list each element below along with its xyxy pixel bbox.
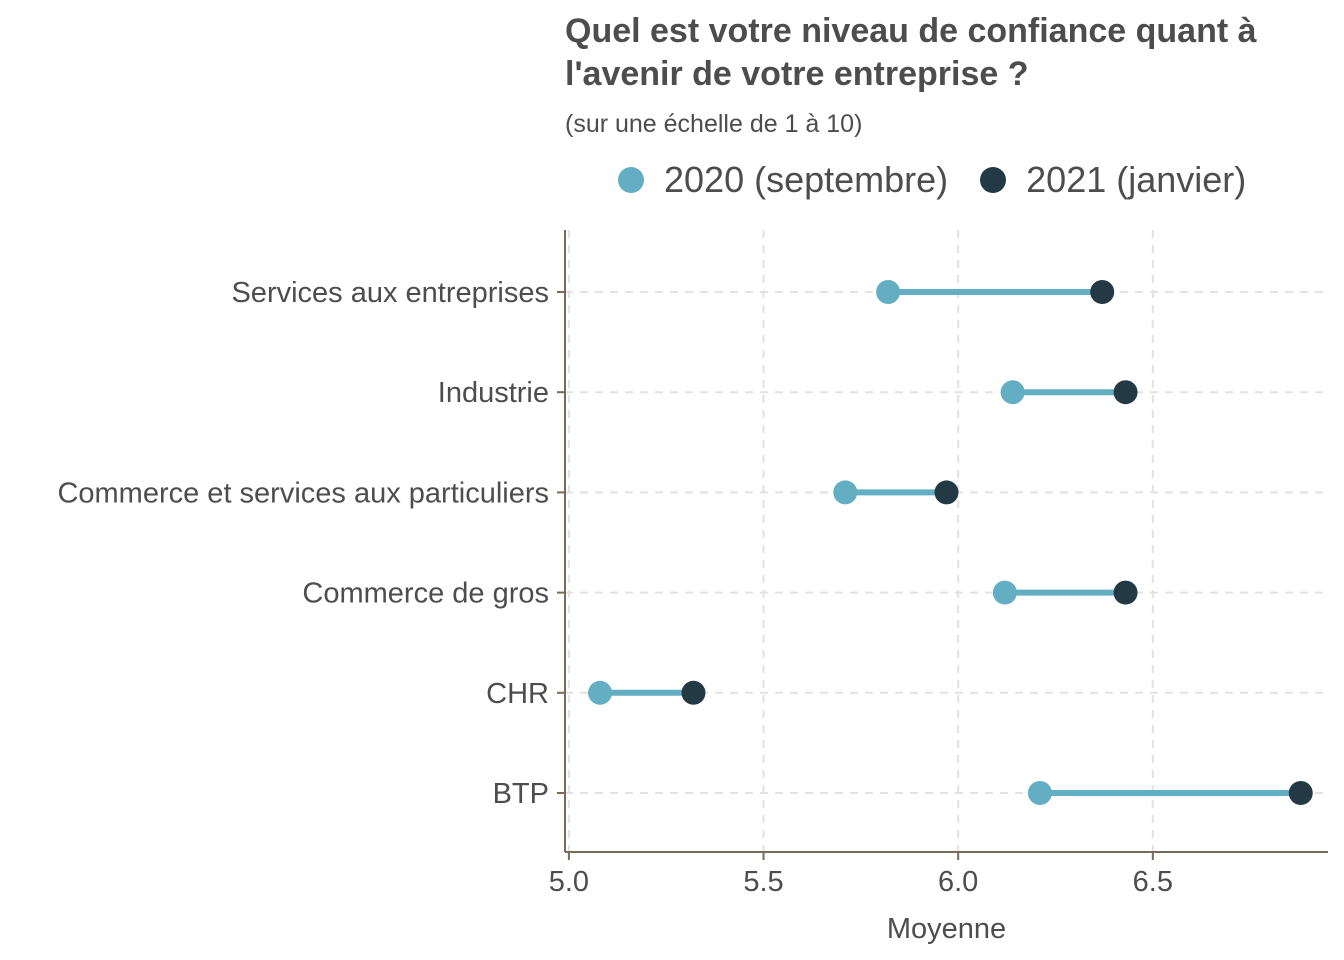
legend-item-2021: 2021 (janvier) bbox=[974, 159, 1246, 201]
x-tick-label: 6.5 bbox=[1133, 866, 1173, 898]
point-2021 bbox=[681, 680, 706, 705]
x-tick-label: 6.0 bbox=[938, 866, 978, 898]
point-2021 bbox=[1288, 781, 1313, 805]
y-tick-label: Commerce et services aux particuliers bbox=[57, 477, 549, 509]
point-2021 bbox=[934, 480, 959, 505]
y-tick-label: Services aux entreprises bbox=[231, 277, 549, 309]
x-tick-label: 5.0 bbox=[549, 866, 589, 898]
point-2021 bbox=[1113, 380, 1138, 405]
point-2020 bbox=[833, 480, 858, 505]
y-tick-label: Commerce de gros bbox=[302, 578, 549, 610]
y-tick-label: BTP bbox=[493, 778, 549, 810]
legend-label-2020: 2020 (septembre) bbox=[664, 159, 949, 200]
point-2020 bbox=[876, 280, 901, 304]
y-tick-label: Industrie bbox=[438, 377, 549, 409]
y-tick-label: CHR bbox=[486, 678, 549, 710]
legend-label-2021: 2021 (janvier) bbox=[1026, 159, 1247, 200]
point-2020 bbox=[1027, 781, 1052, 805]
chart-subtitle: (sur une échelle de 1 à 10) bbox=[565, 110, 863, 138]
legend-item-2020: 2020 (septembre) bbox=[612, 159, 948, 201]
point-2020 bbox=[992, 580, 1017, 605]
chart-title: Quel est votre niveau de confiance quant… bbox=[565, 12, 1257, 93]
x-axis-title: Moyenne bbox=[887, 913, 1006, 945]
legend: 2020 (septembre) 2021 (janvier) bbox=[612, 156, 1246, 204]
legend-swatch-2020 bbox=[618, 167, 644, 193]
point-2020 bbox=[1000, 380, 1025, 405]
point-2020 bbox=[588, 680, 613, 705]
point-2021 bbox=[1090, 280, 1115, 304]
legend-swatch-2021 bbox=[980, 167, 1007, 193]
point-2021 bbox=[1113, 580, 1138, 605]
x-tick-label: 5.5 bbox=[743, 866, 783, 898]
